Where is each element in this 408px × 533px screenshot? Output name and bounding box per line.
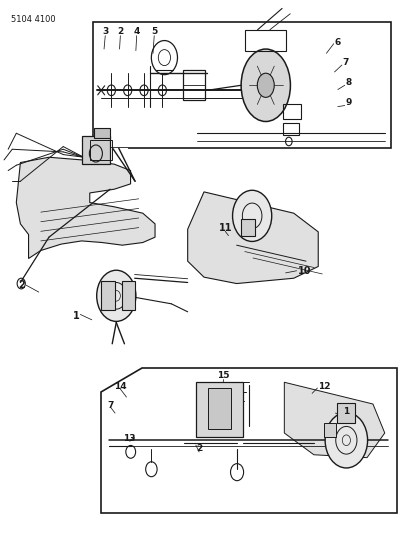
Text: 6: 6	[335, 38, 341, 47]
Polygon shape	[97, 148, 128, 151]
Ellipse shape	[241, 49, 290, 122]
Text: 1: 1	[343, 407, 349, 416]
Bar	[337, 402, 355, 423]
Ellipse shape	[257, 73, 274, 98]
Circle shape	[233, 190, 272, 241]
Text: 7: 7	[343, 59, 349, 67]
Polygon shape	[16, 157, 155, 259]
Text: 10: 10	[298, 266, 311, 276]
Bar	[196, 382, 243, 438]
Text: 13: 13	[124, 434, 136, 442]
Text: 2: 2	[196, 445, 202, 453]
Text: 15: 15	[217, 372, 230, 380]
Text: 7: 7	[108, 401, 114, 409]
Bar	[94, 128, 110, 138]
Circle shape	[97, 270, 136, 321]
Text: 9: 9	[346, 98, 353, 107]
Polygon shape	[101, 368, 397, 513]
Bar	[208, 388, 231, 429]
Text: 3: 3	[102, 28, 109, 36]
Text: 2: 2	[18, 280, 25, 290]
Text: 4: 4	[133, 28, 140, 36]
Polygon shape	[284, 382, 385, 458]
Bar	[82, 136, 110, 164]
Bar	[183, 70, 205, 100]
Bar	[283, 104, 301, 119]
Text: 11: 11	[218, 223, 232, 233]
Circle shape	[325, 413, 368, 468]
Text: 12: 12	[318, 382, 331, 391]
Text: 5104 4100: 5104 4100	[11, 15, 56, 24]
Text: 1: 1	[73, 311, 80, 320]
Bar	[90, 140, 112, 160]
Bar	[283, 123, 299, 135]
Bar	[245, 30, 286, 51]
Bar	[101, 281, 115, 310]
Polygon shape	[188, 192, 318, 284]
Bar	[324, 423, 336, 438]
Text: 2: 2	[117, 28, 124, 36]
Bar	[93, 22, 391, 148]
Text: 14: 14	[114, 382, 126, 391]
Bar	[241, 219, 255, 236]
Bar	[122, 281, 135, 310]
Text: 5: 5	[151, 28, 157, 36]
Text: 8: 8	[346, 78, 352, 87]
